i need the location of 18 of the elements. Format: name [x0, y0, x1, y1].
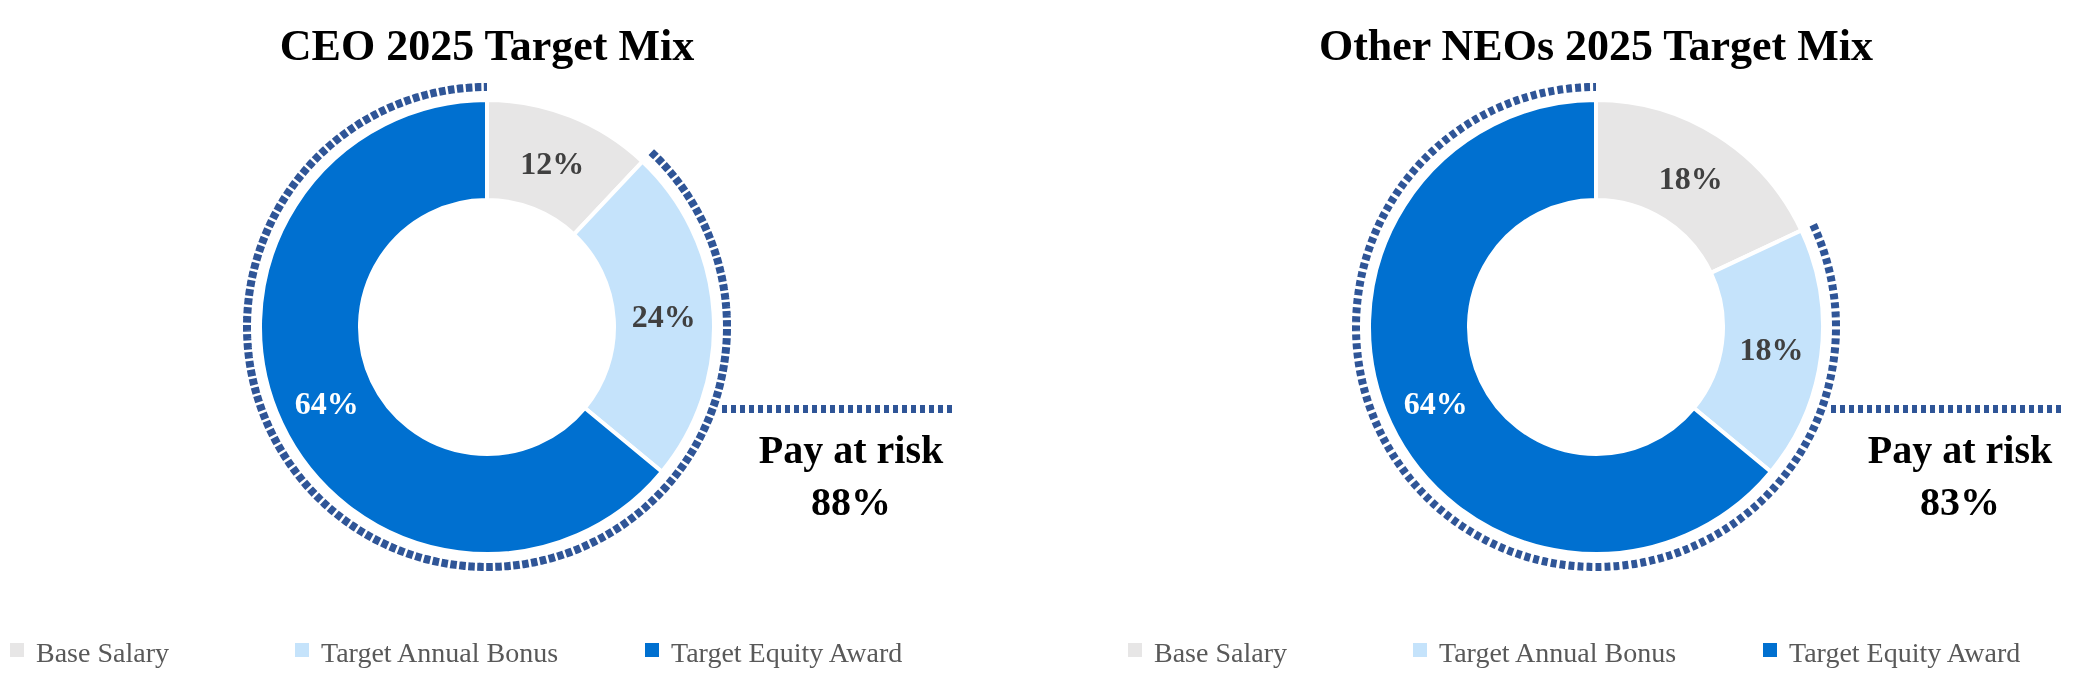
- data-label: 18%: [1658, 159, 1723, 196]
- legend-label: Target Annual Bonus: [321, 636, 559, 668]
- data-label: 18%: [1739, 331, 1804, 368]
- chart-title: CEO 2025 Target Mix: [279, 21, 695, 70]
- legend-label: Base Salary: [1154, 636, 1287, 668]
- legend-label: Target Equity Award: [671, 636, 903, 668]
- text: Pay at risk: [1867, 427, 2053, 472]
- legend-label: Base Salary: [36, 636, 169, 668]
- data-label: 64%: [1403, 384, 1468, 421]
- chart-title: Other NEOs 2025 Target Mix: [1318, 21, 1874, 70]
- data-label: 24%: [631, 298, 696, 335]
- text: 88%: [811, 479, 891, 524]
- text: 83%: [1920, 479, 2000, 524]
- legend-label: Target Equity Award: [1789, 636, 2021, 668]
- data-label: 12%: [520, 144, 585, 181]
- legend-label: Target Annual Bonus: [1439, 636, 1677, 668]
- data-label: 64%: [294, 384, 359, 421]
- text: Pay at risk: [758, 427, 944, 472]
